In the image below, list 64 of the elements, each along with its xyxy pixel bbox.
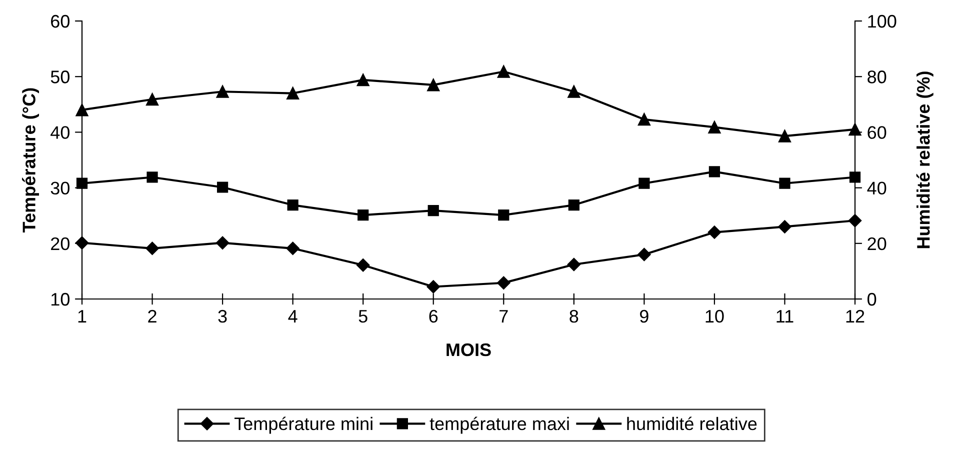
point: [497, 276, 510, 290]
point: [498, 209, 510, 221]
y2-tick-label: 20: [868, 237, 886, 250]
legend-label: température maxi: [430, 416, 569, 434]
point: [427, 78, 440, 92]
y2-tick-label: 80: [868, 70, 886, 84]
x-tick-label: 1: [78, 310, 86, 322]
point: [216, 236, 230, 250]
x-axis-title: MOIS: [446, 343, 491, 356]
point: [638, 178, 650, 189]
y-tick-label: 60: [51, 14, 70, 28]
point: [356, 258, 370, 272]
point: [778, 130, 791, 142]
x-tick-label: 7: [500, 310, 508, 322]
point: [708, 120, 721, 134]
point: [216, 85, 229, 98]
y-tick-label: 50: [50, 70, 70, 84]
point: [146, 93, 159, 106]
point: [708, 226, 722, 239]
point: [287, 199, 298, 211]
point: [568, 85, 580, 98]
y-tick-label: 20: [51, 237, 70, 250]
y-axis-title: Température (°C): [22, 88, 39, 232]
x-tick-label: 5: [358, 310, 368, 323]
y-tick-label: 10: [51, 292, 70, 306]
y2-axis-title: Humidité relative (%): [916, 72, 934, 248]
y2-tick-label: 100: [868, 14, 896, 28]
legend-label: Température mini: [234, 416, 372, 434]
y2-tick-label: 60: [868, 126, 886, 139]
point: [778, 220, 792, 234]
point: [568, 199, 580, 211]
x-tick-label: 6: [429, 310, 438, 323]
point: [356, 74, 370, 86]
y-tick-label: 40: [50, 126, 70, 139]
point: [286, 87, 300, 100]
point: [638, 248, 651, 262]
point: [708, 166, 720, 178]
point: [497, 65, 510, 78]
y2-tick-label: 0: [868, 292, 876, 306]
point: [146, 172, 158, 183]
point: [286, 242, 300, 255]
point: [426, 280, 440, 294]
legend-label: humidité relative: [627, 416, 757, 430]
x-tick-label: 8: [570, 310, 578, 323]
point: [76, 104, 88, 116]
point: [358, 209, 369, 221]
point: [849, 172, 861, 183]
point: [567, 258, 580, 272]
x-tick-label: 10: [706, 310, 724, 323]
x-tick-label: 2: [148, 310, 156, 322]
point: [638, 113, 650, 126]
x-tick-label: 12: [846, 310, 864, 322]
x-tick-label: 9: [640, 310, 648, 323]
y2-tick-label: 40: [867, 182, 886, 195]
point: [779, 178, 790, 189]
x-tick-label: 3: [218, 310, 227, 323]
point: [75, 236, 89, 250]
point: [76, 178, 88, 189]
x-tick-label: 4: [288, 310, 298, 322]
point: [428, 205, 439, 216]
point: [216, 182, 228, 193]
y-tick-label: 30: [50, 182, 70, 195]
point: [146, 242, 159, 255]
x-tick-label: 11: [776, 310, 794, 322]
